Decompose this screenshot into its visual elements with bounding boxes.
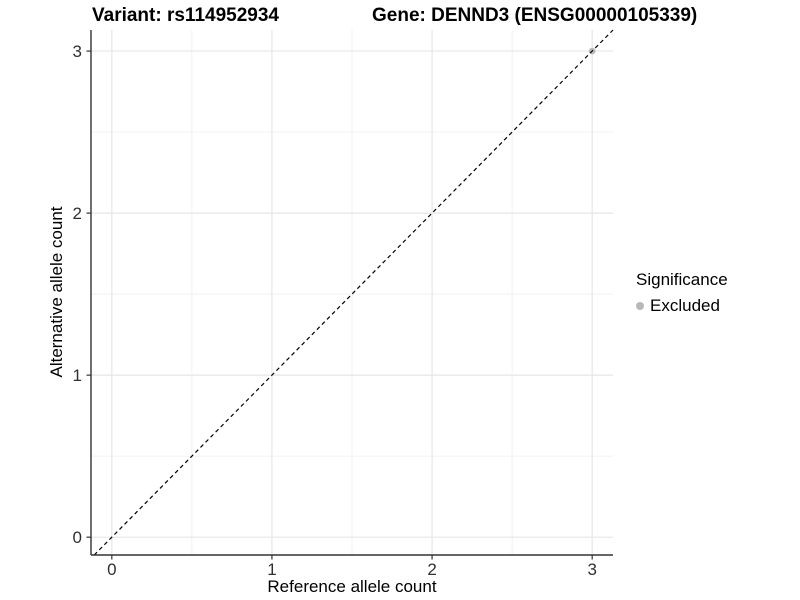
y-tick-label: 0	[73, 528, 82, 547]
x-axis-title: Reference allele count	[267, 577, 437, 596]
y-tick-label: 3	[73, 42, 82, 61]
y-tick-label: 1	[73, 366, 82, 385]
x-tick-label: 1	[267, 560, 276, 579]
legend-item-excluded: Excluded	[636, 296, 728, 316]
legend: Significance Excluded	[636, 270, 728, 316]
x-tick-label: 2	[427, 560, 436, 579]
y-axis-title: Alternative allele count	[47, 206, 66, 378]
legend-title: Significance	[636, 270, 728, 289]
x-tick-label: 0	[107, 560, 116, 579]
y-tick-label: 2	[73, 204, 82, 223]
gene-title: Gene: DENND3 (ENSG00000105339)	[372, 5, 698, 26]
legend-item-label: Excluded	[650, 296, 720, 315]
x-tick-label: 3	[587, 560, 596, 579]
variant-title: Variant: rs114952934	[92, 5, 279, 26]
excluded-point-icon	[636, 302, 644, 310]
identity-line	[93, 29, 614, 556]
